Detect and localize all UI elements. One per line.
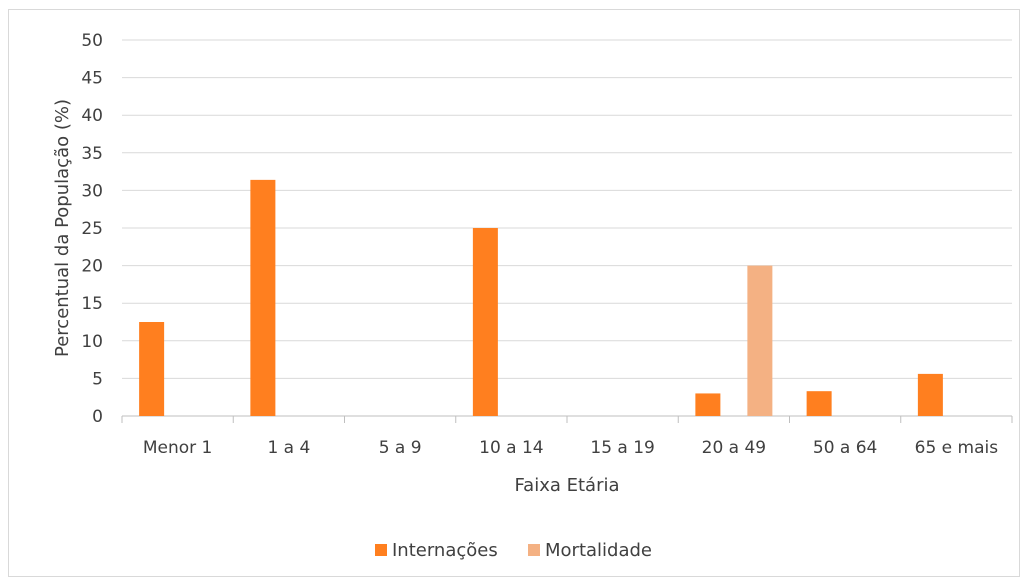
y-tick-label: 40 (81, 106, 103, 126)
legend-swatch-internacoes (375, 544, 387, 556)
bar-internacoes (472, 228, 498, 416)
x-tick-label: 10 a 14 (479, 438, 544, 458)
y-axis-title: Percentual da População (%) (52, 99, 73, 357)
bar-mortalidade (747, 265, 773, 416)
x-tick-label: 1 a 4 (267, 438, 310, 458)
x-tick-label: 50 a 64 (813, 438, 878, 458)
legend-label-internacoes: Internações (392, 540, 498, 561)
x-tick-label: 20 a 49 (702, 438, 767, 458)
chart-frame (8, 9, 1020, 577)
y-tick-label: 10 (81, 332, 103, 352)
bar-internacoes (139, 322, 165, 416)
y-tick-label: 35 (81, 144, 103, 164)
y-tick-label: 0 (92, 407, 103, 427)
y-axis-ticks: 0 5 10 15 20 25 30 35 40 45 50 (81, 31, 103, 427)
bars (139, 179, 943, 416)
bar-internacoes (806, 391, 832, 416)
y-tick-label: 45 (81, 69, 103, 89)
legend-swatch-mortalidade (528, 544, 540, 556)
y-tick-label: 25 (81, 219, 103, 239)
x-axis-title: Faixa Etária (514, 475, 619, 496)
y-tick-label: 20 (81, 257, 103, 277)
x-axis: Menor 1 1 a 4 5 a 9 10 a 14 15 a 19 20 a 49 50… (121, 415, 1013, 458)
y-tick-label: 30 (81, 181, 103, 201)
x-tick-label: 5 a 9 (379, 438, 422, 458)
x-tick-label: 65 e mais (915, 438, 999, 458)
y-tick-label: 15 (81, 294, 103, 314)
legend: Internações Mortalidade (375, 540, 652, 561)
bar-internacoes (250, 179, 276, 416)
x-tick-label: Menor 1 (143, 438, 213, 458)
y-tick-label: 5 (92, 369, 103, 389)
bar-internacoes (695, 393, 721, 416)
y-tick-label: 50 (81, 31, 103, 51)
x-tick-label: 15 a 19 (590, 438, 655, 458)
legend-label-mortalidade: Mortalidade (545, 540, 652, 561)
bar-internacoes (917, 373, 943, 416)
